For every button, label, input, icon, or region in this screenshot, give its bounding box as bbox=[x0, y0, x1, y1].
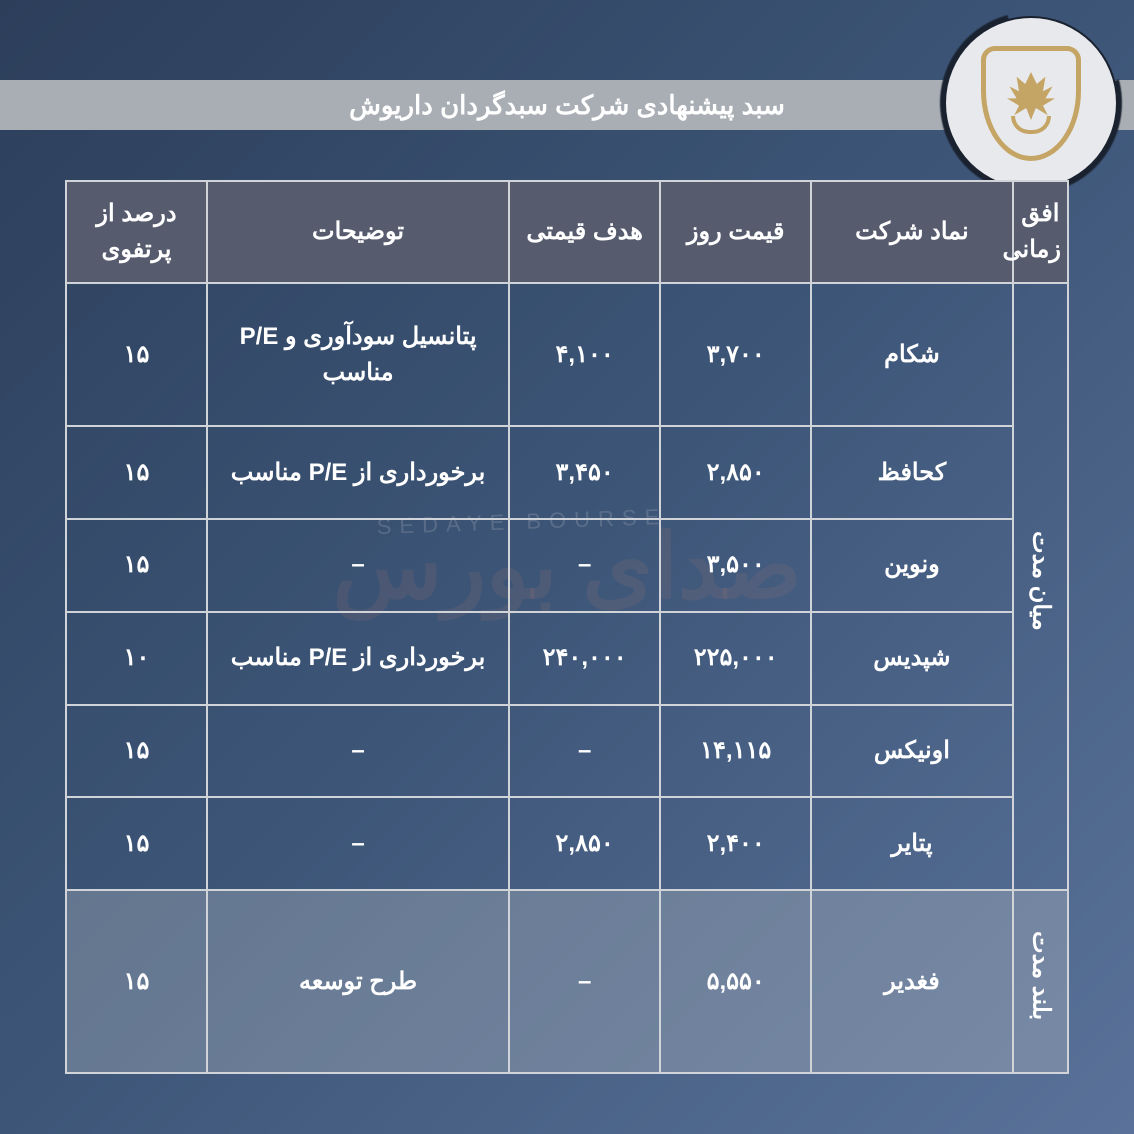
col-horizon: افق زمانی bbox=[1013, 181, 1068, 283]
col-price: قیمت روز bbox=[660, 181, 811, 283]
table-row: ونوین۳,۵۰۰––۱۵ bbox=[66, 519, 1068, 612]
cell-pct: ۱۵ bbox=[66, 283, 207, 426]
horizon-label: بلند مدت bbox=[1022, 931, 1058, 1020]
table-row: پتایر۲,۴۰۰۲,۸۵۰–۱۵ bbox=[66, 797, 1068, 890]
horizon-cell: بلند مدت bbox=[1013, 890, 1068, 1073]
cell-target: ۴,۱۰۰ bbox=[509, 283, 660, 426]
cell-desc: – bbox=[207, 519, 509, 612]
logo-shield-icon bbox=[981, 46, 1081, 161]
cell-desc: برخورداری از P/E مناسب bbox=[207, 426, 509, 519]
cell-price: ۱۴,۱۱۵ bbox=[660, 705, 811, 798]
table-row: شپدیس۲۲۵,۰۰۰۲۴۰,۰۰۰برخورداری از P/E مناس… bbox=[66, 612, 1068, 705]
cell-desc: برخورداری از P/E مناسب bbox=[207, 612, 509, 705]
cell-pct: ۱۵ bbox=[66, 797, 207, 890]
cell-pct: ۱۵ bbox=[66, 519, 207, 612]
cell-target: – bbox=[509, 890, 660, 1073]
cell-target: ۲,۸۵۰ bbox=[509, 797, 660, 890]
horizon-cell: میان مدت bbox=[1013, 283, 1068, 890]
table-header-row: افق زمانی نماد شرکت قیمت روز هدف قیمتی ت… bbox=[66, 181, 1068, 283]
cell-price: ۳,۷۰۰ bbox=[660, 283, 811, 426]
cell-target: ۳,۴۵۰ bbox=[509, 426, 660, 519]
header: سبد پیشنهادی شرکت سبدگردان داریوش bbox=[0, 38, 1134, 148]
cell-price: ۲,۴۰۰ bbox=[660, 797, 811, 890]
cell-symbol: ونوین bbox=[811, 519, 1012, 612]
cell-desc: – bbox=[207, 705, 509, 798]
table-row: میان مدتشکام۳,۷۰۰۴,۱۰۰پتانسیل سودآوری و … bbox=[66, 283, 1068, 426]
table-row: اونیکس۱۴,۱۱۵––۱۵ bbox=[66, 705, 1068, 798]
cell-symbol: کحافظ bbox=[811, 426, 1012, 519]
portfolio-table: افق زمانی نماد شرکت قیمت روز هدف قیمتی ت… bbox=[65, 180, 1069, 1074]
cell-pct: ۱۵ bbox=[66, 426, 207, 519]
col-pct: درصد از پرتفوی bbox=[66, 181, 207, 283]
cell-pct: ۱۰ bbox=[66, 612, 207, 705]
table-row: کحافظ۲,۸۵۰۳,۴۵۰برخورداری از P/E مناسب۱۵ bbox=[66, 426, 1068, 519]
cell-price: ۲۲۵,۰۰۰ bbox=[660, 612, 811, 705]
cell-symbol: فغدیر bbox=[811, 890, 1012, 1073]
cell-pct: ۱۵ bbox=[66, 890, 207, 1073]
portfolio-table-wrap: افق زمانی نماد شرکت قیمت روز هدف قیمتی ت… bbox=[65, 180, 1069, 1074]
cell-pct: ۱۵ bbox=[66, 705, 207, 798]
col-desc: توضیحات bbox=[207, 181, 509, 283]
cell-desc: پتانسیل سودآوری و P/E مناسب bbox=[207, 283, 509, 426]
logo bbox=[946, 18, 1116, 188]
cell-symbol: اونیکس bbox=[811, 705, 1012, 798]
cell-target: – bbox=[509, 705, 660, 798]
cell-price: ۲,۸۵۰ bbox=[660, 426, 811, 519]
cell-price: ۵,۵۵۰ bbox=[660, 890, 811, 1073]
logo-ring-icon bbox=[946, 18, 1116, 188]
cell-price: ۳,۵۰۰ bbox=[660, 519, 811, 612]
table-row: بلند مدت فغدیر۵,۵۵۰–طرح توسعه۱۵ bbox=[66, 890, 1068, 1073]
cell-desc: – bbox=[207, 797, 509, 890]
horizon-label: میان مدت bbox=[1022, 531, 1058, 631]
col-target: هدف قیمتی bbox=[509, 181, 660, 283]
logo-plant-icon bbox=[1005, 72, 1057, 134]
cell-symbol: شپدیس bbox=[811, 612, 1012, 705]
cell-target: ۲۴۰,۰۰۰ bbox=[509, 612, 660, 705]
cell-desc: طرح توسعه bbox=[207, 890, 509, 1073]
page-title: سبد پیشنهادی شرکت سبدگردان داریوش bbox=[349, 90, 785, 121]
cell-symbol: پتایر bbox=[811, 797, 1012, 890]
col-symbol: نماد شرکت bbox=[811, 181, 1012, 283]
cell-target: – bbox=[509, 519, 660, 612]
cell-symbol: شکام bbox=[811, 283, 1012, 426]
